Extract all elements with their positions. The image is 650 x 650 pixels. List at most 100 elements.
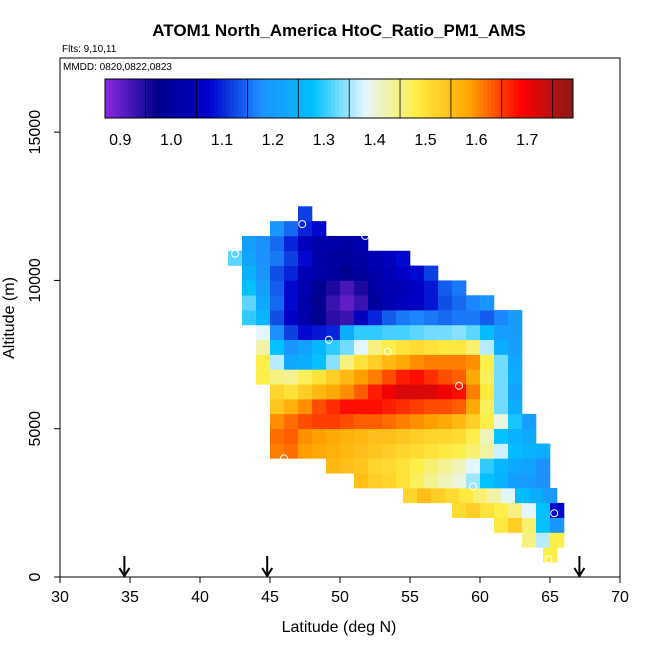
heatmap-cell bbox=[326, 295, 341, 311]
heatmap-cell bbox=[270, 354, 285, 370]
heatmap-cell bbox=[312, 250, 327, 266]
colorbar-segment bbox=[159, 79, 164, 118]
colorbar-segment bbox=[315, 79, 320, 118]
heatmap-cell bbox=[452, 413, 467, 430]
heatmap-cell bbox=[256, 339, 271, 355]
colorbar-segment bbox=[237, 79, 242, 118]
heatmap-cell bbox=[396, 369, 411, 385]
colorbar-segment bbox=[303, 79, 309, 118]
colorbar-segment bbox=[175, 79, 180, 118]
colorbar-segment bbox=[417, 79, 422, 118]
heatmap-cell bbox=[424, 428, 439, 444]
x-tick-label: 35 bbox=[121, 589, 139, 606]
heatmap-cell bbox=[522, 502, 537, 518]
heatmap-cell bbox=[326, 384, 341, 400]
heatmap-cell bbox=[424, 265, 439, 281]
colorbar-segment bbox=[514, 79, 519, 118]
heatmap-cell bbox=[494, 413, 509, 430]
arrow-marker bbox=[118, 556, 131, 578]
heatmap-cell bbox=[270, 235, 285, 252]
colorbar-segment bbox=[225, 79, 231, 118]
heatmap-cell bbox=[508, 324, 523, 341]
heatmap-cell bbox=[396, 473, 411, 489]
heatmap-cell bbox=[340, 399, 355, 415]
x-axis: 30 35 40 45 50 55 60 65 70 bbox=[51, 577, 629, 606]
colorbar-segment bbox=[128, 79, 133, 118]
heatmap-cell bbox=[396, 265, 411, 281]
heatmap-cell bbox=[382, 384, 397, 400]
heatmap-cell bbox=[396, 354, 411, 370]
heatmap-cell bbox=[256, 235, 271, 252]
heatmap-cell bbox=[438, 443, 453, 459]
heatmap-cell bbox=[550, 517, 565, 533]
heatmap-cell bbox=[522, 413, 537, 430]
colorbar-segment bbox=[378, 79, 383, 118]
heatmap-cell bbox=[452, 443, 467, 459]
x-axis-label: Latitude (deg N) bbox=[282, 619, 397, 636]
sample-markers bbox=[231, 220, 559, 564]
heatmap-cell bbox=[298, 399, 313, 415]
colorbar-segment bbox=[370, 79, 375, 118]
heatmap-cell bbox=[480, 310, 495, 326]
colorbar-segment bbox=[522, 79, 527, 118]
heatmap-cell bbox=[270, 413, 285, 430]
heatmap-cell bbox=[501, 488, 516, 504]
heatmap-cell bbox=[326, 458, 341, 474]
heatmap-cell bbox=[466, 502, 481, 518]
heatmap-cell bbox=[508, 517, 523, 533]
colorbar-segment bbox=[335, 79, 340, 118]
heatmap-cell bbox=[438, 369, 453, 385]
colorbar-segment bbox=[561, 79, 566, 118]
heatmap-cell bbox=[529, 488, 544, 504]
sample-marker bbox=[523, 334, 532, 343]
heatmap-cell bbox=[480, 369, 495, 385]
heatmap-cell bbox=[508, 502, 523, 518]
colorbar-segment bbox=[428, 79, 434, 118]
heatmap-cell bbox=[270, 369, 285, 385]
heatmap-cell bbox=[298, 369, 313, 385]
heatmap-cell bbox=[242, 310, 257, 326]
heatmap-cell bbox=[480, 458, 495, 474]
sample-marker bbox=[298, 220, 307, 229]
heatmap-cell bbox=[298, 413, 313, 430]
heatmap-cell bbox=[438, 324, 453, 341]
heatmap-cell bbox=[298, 265, 313, 281]
heatmap-cell bbox=[438, 399, 453, 415]
heatmap-cell bbox=[340, 339, 355, 355]
heatmap-cell bbox=[256, 369, 271, 385]
heatmap-cell bbox=[312, 295, 327, 311]
colorbar-segment bbox=[280, 79, 285, 118]
heatmap-cell bbox=[298, 206, 313, 222]
heatmap-cell bbox=[298, 428, 313, 444]
heatmap-cell bbox=[298, 339, 313, 355]
arrows bbox=[118, 556, 586, 578]
colorbar-segment bbox=[120, 79, 125, 118]
heatmap-cell bbox=[298, 310, 313, 326]
heatmap-cell bbox=[536, 473, 551, 489]
colorbar-segment bbox=[381, 79, 387, 118]
colorbar-segment bbox=[526, 79, 531, 118]
heatmap-cell bbox=[270, 280, 285, 296]
heatmap-cell bbox=[494, 443, 509, 459]
heatmap-cell bbox=[354, 250, 369, 266]
heatmap-cell bbox=[354, 369, 369, 385]
heatmap-cell bbox=[284, 324, 299, 341]
heatmap-cell bbox=[452, 428, 467, 444]
heatmap-cell bbox=[354, 413, 369, 430]
heatmap-cell bbox=[438, 280, 453, 296]
colorbar-segment bbox=[401, 79, 406, 118]
colorbar-segment bbox=[124, 79, 129, 118]
heatmap-cell bbox=[410, 369, 425, 385]
heatmap-cell bbox=[410, 324, 425, 341]
heatmap-cell bbox=[270, 384, 285, 400]
colorbar-segment bbox=[136, 79, 141, 118]
heatmap-cell bbox=[354, 265, 369, 281]
colorbar-segment bbox=[487, 79, 492, 118]
colorbar-segment bbox=[393, 79, 398, 118]
heatmap-cell bbox=[431, 488, 446, 504]
heatmap-cell bbox=[242, 235, 257, 252]
colorbar-tick-label: 1.2 bbox=[262, 132, 284, 149]
heatmap-cell bbox=[424, 310, 439, 326]
heatmap-cell bbox=[368, 354, 383, 370]
heatmap-cell bbox=[326, 428, 341, 444]
